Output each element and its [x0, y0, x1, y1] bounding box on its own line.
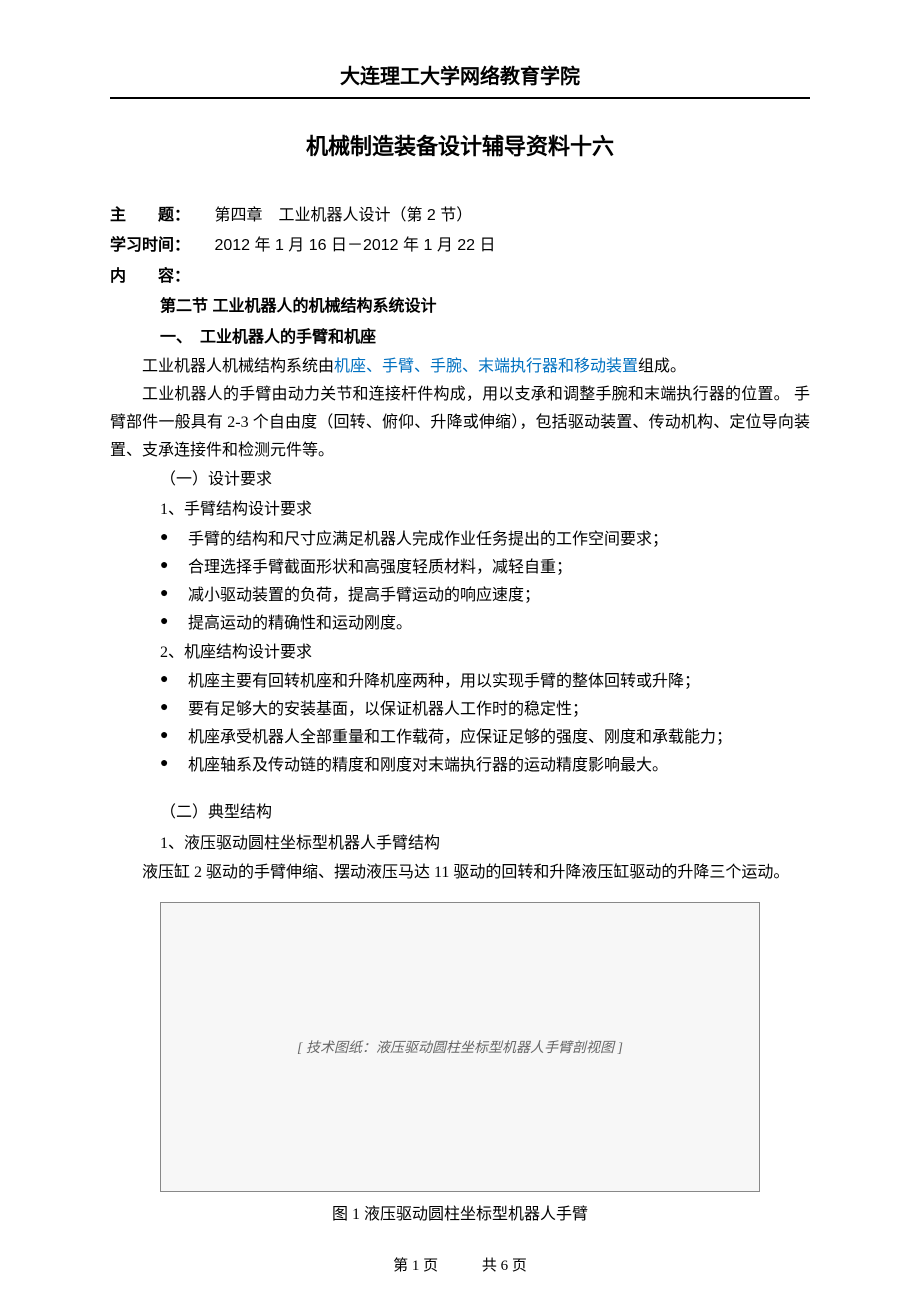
- design-heading-1: （一）设计要求: [160, 465, 810, 495]
- list-item: 机座轴系及传动链的精度和刚度对末端执行器的运动精度影响最大。: [160, 752, 810, 780]
- sub-heading-1: 一、 工业机器人的手臂和机座: [160, 323, 810, 353]
- arm-req-list: 手臂的结构和尺寸应满足机器人完成作业任务提出的工作空间要求； 合理选择手臂截面形…: [160, 526, 810, 638]
- meta-topic: 主 题： 第四章 工业机器人设计（第 2 节）: [110, 201, 810, 231]
- institution-header: 大连理工大学网络教育学院: [110, 60, 810, 99]
- list-item: 合理选择手臂截面形状和高强度轻质材料，减轻自重；: [160, 554, 810, 582]
- content-label: 内 容：: [110, 262, 190, 292]
- list-item: 手臂的结构和尺寸应满足机器人完成作业任务提出的工作空间要求；: [160, 526, 810, 554]
- page-footer: 第 1 页 共 6 页: [110, 1254, 810, 1275]
- document-page: 大连理工大学网络教育学院 机械制造装备设计辅导资料十六 主 题： 第四章 工业机…: [0, 0, 920, 1315]
- base-req-heading: 2、机座结构设计要求: [160, 638, 810, 668]
- intro-paragraph: 工业机器人机械结构系统由机座、手臂、手腕、末端执行器和移动装置组成。: [110, 353, 810, 381]
- meta-time: 学习时间： 2012 年 1 月 16 日－2012 年 1 月 22 日: [110, 231, 810, 261]
- topic-value: 第四章 工业机器人设计（第 2 节）: [214, 207, 472, 224]
- page-total: 共 6 页: [482, 1258, 527, 1274]
- list-item: 减小驱动装置的负荷，提高手臂运动的响应速度；: [160, 582, 810, 610]
- page-current: 第 1 页: [393, 1258, 438, 1274]
- typical-item1-heading: 1、液压驱动圆柱坐标型机器人手臂结构: [160, 829, 810, 859]
- list-item: 机座主要有回转机座和升降机座两种，用以实现手臂的整体回转或升降；: [160, 668, 810, 696]
- arm-req-heading: 1、手臂结构设计要求: [160, 495, 810, 525]
- intro-highlight: 机座、手臂、手腕、末端执行器和移动装置: [334, 358, 638, 375]
- time-label: 学习时间：: [110, 231, 190, 261]
- list-item: 要有足够大的安装基面，以保证机器人工作时的稳定性；: [160, 696, 810, 724]
- intro-post: 组成。: [638, 358, 686, 375]
- section-heading: 第二节 工业机器人的机械结构系统设计: [160, 292, 810, 322]
- intro-pre: 工业机器人机械结构系统由: [142, 358, 334, 375]
- document-title: 机械制造装备设计辅导资料十六: [110, 129, 810, 161]
- topic-label: 主 题：: [110, 201, 190, 231]
- list-item: 提高运动的精确性和运动刚度。: [160, 610, 810, 638]
- para-2: 工业机器人的手臂由动力关节和连接杆件构成，用以支承和调整手腕和末端执行器的位置。…: [110, 381, 810, 465]
- list-item: 机座承受机器人全部重量和工作载荷，应保证足够的强度、刚度和承载能力；: [160, 724, 810, 752]
- figure-1: [ 技术图纸：液压驱动圆柱坐标型机器人手臂剖视图 ] 图 1 液压驱动圆柱坐标型…: [110, 902, 810, 1224]
- typical-heading: （二）典型结构: [160, 798, 810, 828]
- typical-item1-text: 液压缸 2 驱动的手臂伸缩、摆动液压马达 11 驱动的回转和升降液压缸驱动的升降…: [110, 859, 810, 887]
- base-req-list: 机座主要有回转机座和升降机座两种，用以实现手臂的整体回转或升降； 要有足够大的安…: [160, 668, 810, 780]
- figure-image-placeholder: [ 技术图纸：液压驱动圆柱坐标型机器人手臂剖视图 ]: [160, 902, 760, 1192]
- meta-content: 内 容：: [110, 262, 810, 292]
- time-value: 2012 年 1 月 16 日－2012 年 1 月 22 日: [214, 237, 495, 254]
- figure-caption: 图 1 液压驱动圆柱坐标型机器人手臂: [110, 1200, 810, 1224]
